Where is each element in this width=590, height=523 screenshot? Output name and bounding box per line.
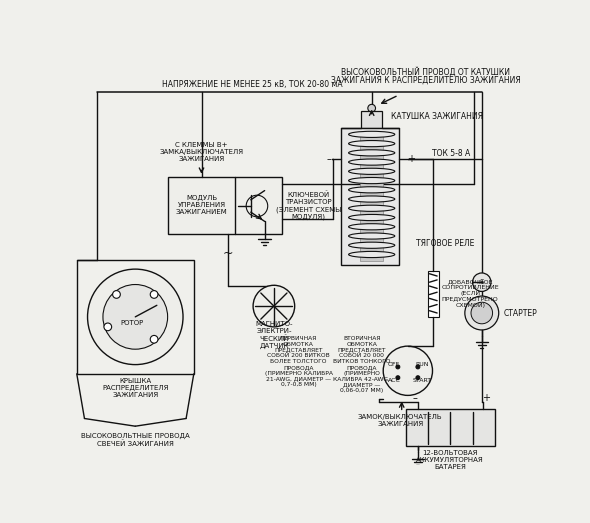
- Text: ЗАЖИГАНИЯ К РАСПРЕДЕЛИТЕЛЮ ЗАЖИГАНИЯ: ЗАЖИГАНИЯ К РАСПРЕДЕЛИТЕЛЮ ЗАЖИГАНИЯ: [331, 75, 520, 84]
- Text: ДОБАВОЧНОЕ
СОПРОТИВЛЕНИЕ
(ЕСЛИ
ПРЕДУСМОТРЕНО
СХЕМОЙ): ДОБАВОЧНОЕ СОПРОТИВЛЕНИЕ (ЕСЛИ ПРЕДУСМОТ…: [441, 279, 499, 309]
- Ellipse shape: [349, 196, 395, 202]
- Text: С КЛЕММЫ В+
ЗАМКА/ВЫКЛЮЧАТЕЛЯ
ЗАЖИГАНИЯ: С КЛЕММЫ В+ ЗАМКА/ВЫКЛЮЧАТЕЛЯ ЗАЖИГАНИЯ: [159, 142, 244, 162]
- Text: МАГНИТО-
ЭЛЕКТРИ-
ЧЕСКИЙ
ДАТЧИК: МАГНИТО- ЭЛЕКТРИ- ЧЕСКИЙ ДАТЧИК: [255, 321, 293, 349]
- Circle shape: [384, 346, 432, 395]
- Text: +: +: [483, 393, 490, 403]
- Text: –: –: [326, 154, 331, 164]
- Text: –: –: [412, 393, 417, 403]
- Ellipse shape: [349, 187, 395, 193]
- Text: КРЫШКА
РАСПРЕДЕЛИТЕЛЯ
ЗАЖИГАНИЯ: КРЫШКА РАСПРЕДЕЛИТЕЛЯ ЗАЖИГАНИЯ: [102, 378, 169, 398]
- Text: СТАРТЕР: СТАРТЕР: [503, 309, 537, 317]
- Text: S: S: [480, 279, 484, 285]
- Ellipse shape: [349, 177, 395, 184]
- Ellipse shape: [349, 159, 395, 165]
- Ellipse shape: [349, 224, 395, 230]
- Text: КЛЮЧЕВОЙ
ТРАНЗИСТОР
(ЭЛЕМЕНТ СХЕМЫ
МОДУЛЯ): КЛЮЧЕВОЙ ТРАНЗИСТОР (ЭЛЕМЕНТ СХЕМЫ МОДУЛ…: [276, 191, 341, 220]
- Bar: [407, 410, 495, 446]
- Ellipse shape: [349, 252, 395, 257]
- Text: КАТУШКА ЗАЖИГАНИЯ: КАТУШКА ЗАЖИГАНИЯ: [391, 112, 483, 121]
- Text: 12-ВОЛЬТОВАЯ
АККУМУЛЯТОРНАЯ
БАТАРЕЯ: 12-ВОЛЬТОВАЯ АККУМУЛЯТОРНАЯ БАТАРЕЯ: [417, 450, 484, 470]
- Circle shape: [465, 296, 499, 330]
- Text: ВТОРИЧНАЯ
ОБМОТКА
ПРЕДСТАВЛЯЕТ
СОБОЙ 20 000
ВИТКОВ ТОНКОГО
ПРОВОДА
(ПРИМЕРНО
КАЛ: ВТОРИЧНАЯ ОБМОТКА ПРЕДСТАВЛЯЕТ СОБОЙ 20 …: [333, 336, 391, 393]
- Circle shape: [416, 365, 420, 369]
- Text: ~: ~: [222, 246, 233, 259]
- Circle shape: [113, 291, 120, 298]
- Bar: [77, 260, 194, 374]
- Circle shape: [473, 273, 491, 291]
- Circle shape: [87, 269, 183, 365]
- Bar: [361, 111, 382, 128]
- Text: ТОК 5-8 А: ТОК 5-8 А: [432, 149, 470, 158]
- Text: ACC: ACC: [388, 378, 401, 382]
- Ellipse shape: [349, 233, 395, 239]
- Circle shape: [396, 365, 400, 369]
- Text: ЗАМОК/ВЫКЛЮЧАТЕЛЬ
ЗАЖИГАНИЯ: ЗАМОК/ВЫКЛЮЧАТЕЛЬ ЗАЖИГАНИЯ: [358, 414, 442, 427]
- Text: START: START: [412, 378, 431, 382]
- Ellipse shape: [349, 242, 395, 248]
- Ellipse shape: [349, 214, 395, 221]
- Text: РОТОР: РОТОР: [120, 320, 144, 326]
- Circle shape: [104, 323, 112, 331]
- Text: ПЕРВИЧНАЯ
ОБМОТКА
ПРЕДСТАВЛЯЕТ
СОБОЙ 200 ВИТКОВ
БОЛЕЕ ТОЛСТОГО
ПРОВОДА
(ПРИМЕРНО: ПЕРВИЧНАЯ ОБМОТКА ПРЕДСТАВЛЯЕТ СОБОЙ 200…: [264, 336, 333, 387]
- Circle shape: [471, 302, 493, 324]
- Circle shape: [103, 285, 168, 349]
- Ellipse shape: [349, 205, 395, 211]
- Circle shape: [150, 335, 158, 343]
- Bar: [168, 177, 281, 234]
- Text: ТЯГОВОЕ РЕЛЕ: ТЯГОВОЕ РЕЛЕ: [416, 239, 474, 248]
- Bar: [360, 132, 384, 260]
- Text: НАПРЯЖЕНИЕ НЕ МЕНЕЕ 25 кВ, ТОК 20-80 мА: НАПРЯЖЕНИЕ НЕ МЕНЕЕ 25 кВ, ТОК 20-80 мА: [162, 80, 343, 89]
- Bar: [428, 271, 438, 317]
- Text: OFF: OFF: [388, 362, 400, 367]
- Circle shape: [396, 376, 400, 380]
- Text: +: +: [407, 154, 415, 164]
- Ellipse shape: [349, 150, 395, 156]
- Circle shape: [416, 376, 420, 380]
- Text: МОДУЛЬ
УПРАВЛЕНИЯ
ЗАЖИГАНИЕМ: МОДУЛЬ УПРАВЛЕНИЯ ЗАЖИГАНИЕМ: [176, 195, 227, 215]
- Text: ВЫСОКОВОЛЬТНЫЙ ПРОВОД ОТ КАТУШКИ: ВЫСОКОВОЛЬТНЫЙ ПРОВОД ОТ КАТУШКИ: [341, 67, 510, 77]
- Bar: [341, 128, 399, 265]
- Circle shape: [253, 285, 294, 327]
- Text: RUN: RUN: [415, 362, 428, 367]
- Circle shape: [368, 105, 375, 112]
- Ellipse shape: [349, 131, 395, 138]
- Text: ВЫСОКОВОЛЬТНЫЕ ПРОВОДА
СВЕЧЕЙ ЗАЖИГАНИЯ: ВЫСОКОВОЛЬТНЫЕ ПРОВОДА СВЕЧЕЙ ЗАЖИГАНИЯ: [81, 433, 189, 447]
- Circle shape: [150, 291, 158, 298]
- Ellipse shape: [349, 168, 395, 174]
- Ellipse shape: [349, 141, 395, 146]
